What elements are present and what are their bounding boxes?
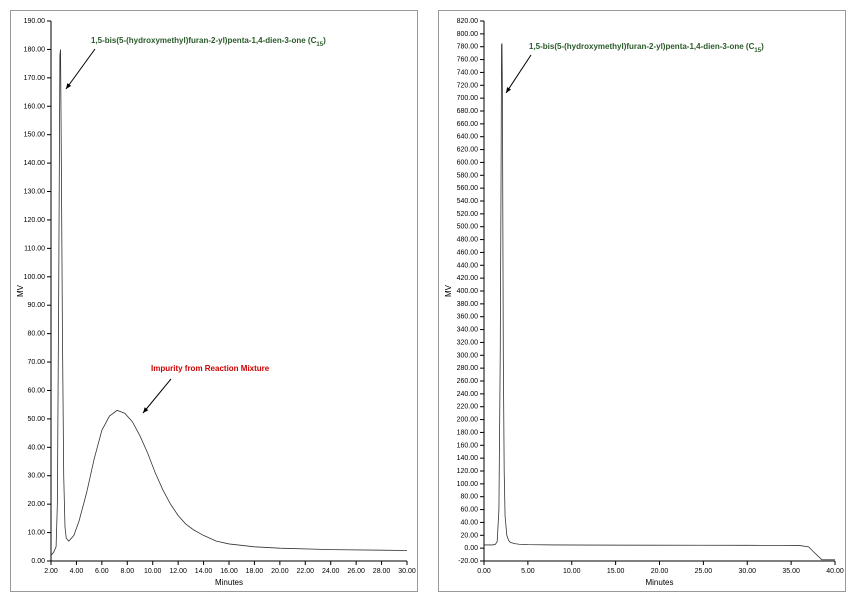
svg-text:20.00: 20.00 xyxy=(27,501,45,508)
svg-text:8.00: 8.00 xyxy=(120,568,134,575)
svg-text:20.00: 20.00 xyxy=(460,532,478,539)
svg-text:16.00: 16.00 xyxy=(220,568,238,575)
svg-text:26.00: 26.00 xyxy=(347,568,365,575)
chromatogram-right: 0.00 5.00 10.00 15.00 20.00 25.00 30.00 35.00 40… xyxy=(438,10,846,592)
svg-text:160.00: 160.00 xyxy=(24,103,46,110)
svg-text:700.00: 700.00 xyxy=(457,95,479,102)
svg-text:110.00: 110.00 xyxy=(24,245,45,252)
svg-text:460.00: 460.00 xyxy=(457,249,479,256)
svg-text:0.00: 0.00 xyxy=(477,568,491,575)
svg-text:60.00: 60.00 xyxy=(27,387,45,394)
svg-text:120.00: 120.00 xyxy=(24,217,46,224)
svg-text:1,5-bis(5-(hydroxymethyl)furan: 1,5-bis(5-(hydroxymethyl)furan-2-yl)pent… xyxy=(91,36,326,48)
svg-text:640.00: 640.00 xyxy=(457,134,479,141)
svg-text:660.00: 660.00 xyxy=(457,121,479,128)
svg-text:30.00: 30.00 xyxy=(738,568,756,575)
svg-text:520.00: 520.00 xyxy=(457,211,479,218)
svg-text:150.00: 150.00 xyxy=(24,132,46,139)
svg-text:620.00: 620.00 xyxy=(457,147,479,154)
svg-text:480.00: 480.00 xyxy=(457,237,479,244)
svg-text:24.00: 24.00 xyxy=(322,568,340,575)
svg-text:30.00: 30.00 xyxy=(398,568,416,575)
svg-text:340.00: 340.00 xyxy=(457,327,479,334)
svg-text:120.00: 120.00 xyxy=(457,468,479,475)
svg-text:260.00: 260.00 xyxy=(457,378,479,385)
chromatogram-left: 2.00 4.00 6.00 8.00 10.00 12.00 14.00 16.00 18.0… xyxy=(10,10,418,592)
svg-text:180.00: 180.00 xyxy=(457,429,479,436)
svg-text:100.00: 100.00 xyxy=(457,481,479,488)
svg-text:680.00: 680.00 xyxy=(457,108,479,115)
svg-text:5.00: 5.00 xyxy=(521,568,535,575)
svg-text:140.00: 140.00 xyxy=(24,160,46,167)
svg-text:80.00: 80.00 xyxy=(27,331,45,338)
svg-text:0.00: 0.00 xyxy=(464,545,478,552)
svg-text:760.00: 760.00 xyxy=(457,57,479,64)
chart-svg-left: 2.00 4.00 6.00 8.00 10.00 12.00 14.00 16.00 18.0… xyxy=(11,11,417,591)
svg-text:Minutes: Minutes xyxy=(215,578,243,587)
svg-text:40.00: 40.00 xyxy=(826,568,844,575)
svg-text:170.00: 170.00 xyxy=(24,75,46,82)
svg-text:18.00: 18.00 xyxy=(246,568,264,575)
svg-text:240.00: 240.00 xyxy=(457,391,479,398)
svg-text:70.00: 70.00 xyxy=(27,359,45,366)
svg-text:130.00: 130.00 xyxy=(24,189,46,196)
svg-text:420.00: 420.00 xyxy=(457,275,479,282)
svg-text:40.00: 40.00 xyxy=(27,444,45,451)
svg-text:22.00: 22.00 xyxy=(297,568,315,575)
svg-text:Minutes: Minutes xyxy=(645,578,673,587)
svg-text:Impurity from Reaction Mixture: Impurity from Reaction Mixture xyxy=(151,364,270,373)
svg-text:10.00: 10.00 xyxy=(27,530,45,537)
svg-text:500.00: 500.00 xyxy=(457,224,479,231)
svg-text:190.00: 190.00 xyxy=(24,18,46,25)
svg-text:50.00: 50.00 xyxy=(27,416,45,423)
svg-text:560.00: 560.00 xyxy=(457,185,479,192)
svg-text:1,5-bis(5-(hydroxymethyl)furan: 1,5-bis(5-(hydroxymethyl)furan-2-yl)pent… xyxy=(529,42,764,54)
svg-text:400.00: 400.00 xyxy=(457,288,479,295)
svg-text:180.00: 180.00 xyxy=(24,46,46,53)
svg-text:380.00: 380.00 xyxy=(457,301,479,308)
svg-text:20.00: 20.00 xyxy=(651,568,669,575)
svg-text:30.00: 30.00 xyxy=(27,473,45,480)
svg-text:100.00: 100.00 xyxy=(24,274,46,281)
svg-text:300.00: 300.00 xyxy=(457,352,479,359)
svg-text:360.00: 360.00 xyxy=(457,314,479,321)
svg-text:2.00: 2.00 xyxy=(44,568,58,575)
svg-text:14.00: 14.00 xyxy=(195,568,213,575)
svg-text:10.00: 10.00 xyxy=(563,568,581,575)
svg-text:MV: MV xyxy=(444,284,453,297)
svg-text:20.00: 20.00 xyxy=(271,568,289,575)
svg-text:720.00: 720.00 xyxy=(457,82,479,89)
svg-text:12.00: 12.00 xyxy=(169,568,187,575)
svg-text:35.00: 35.00 xyxy=(782,568,800,575)
svg-text:280.00: 280.00 xyxy=(457,365,479,372)
svg-text:MV: MV xyxy=(16,284,25,297)
svg-text:160.00: 160.00 xyxy=(457,442,479,449)
svg-text:0.00: 0.00 xyxy=(31,558,45,565)
svg-text:800.00: 800.00 xyxy=(457,31,479,38)
chart-svg-right: 0.00 5.00 10.00 15.00 20.00 25.00 30.00 35.00 40… xyxy=(439,11,845,591)
svg-text:780.00: 780.00 xyxy=(457,44,479,51)
svg-text:540.00: 540.00 xyxy=(457,198,479,205)
svg-text:25.00: 25.00 xyxy=(695,568,713,575)
svg-text:90.00: 90.00 xyxy=(27,302,45,309)
svg-text:580.00: 580.00 xyxy=(457,172,479,179)
svg-text:220.00: 220.00 xyxy=(457,404,479,411)
svg-text:10.00: 10.00 xyxy=(144,568,162,575)
svg-text:-20.00: -20.00 xyxy=(458,558,478,565)
svg-text:320.00: 320.00 xyxy=(457,339,479,346)
svg-text:200.00: 200.00 xyxy=(457,417,479,424)
svg-text:28.00: 28.00 xyxy=(373,568,391,575)
svg-text:140.00: 140.00 xyxy=(457,455,479,462)
svg-text:40.00: 40.00 xyxy=(460,519,478,526)
svg-text:440.00: 440.00 xyxy=(457,262,479,269)
svg-text:6.00: 6.00 xyxy=(95,568,109,575)
svg-text:60.00: 60.00 xyxy=(460,507,478,514)
svg-text:15.00: 15.00 xyxy=(607,568,625,575)
svg-text:80.00: 80.00 xyxy=(460,494,478,501)
svg-text:600.00: 600.00 xyxy=(457,159,479,166)
svg-text:820.00: 820.00 xyxy=(457,18,479,25)
svg-text:740.00: 740.00 xyxy=(457,69,479,76)
svg-text:4.00: 4.00 xyxy=(70,568,84,575)
